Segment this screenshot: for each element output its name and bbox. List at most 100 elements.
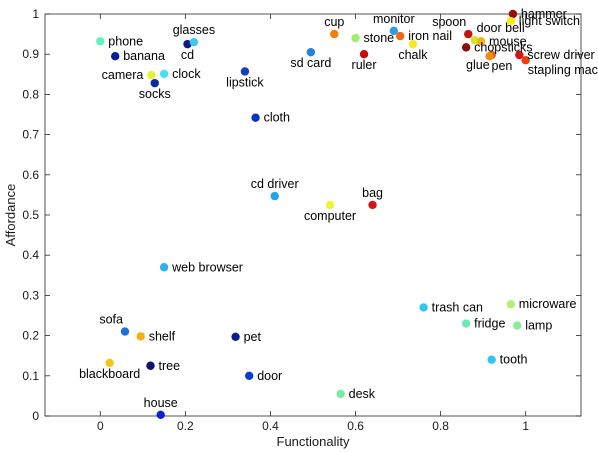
point-label-light-switch: light switch bbox=[519, 14, 580, 28]
point-label-tree: tree bbox=[158, 359, 180, 373]
x-tick-label: 0.2 bbox=[177, 419, 194, 433]
point-cd bbox=[183, 39, 192, 49]
point-sd-card bbox=[306, 47, 316, 57]
y-tick-label: 0.6 bbox=[22, 168, 39, 182]
point-label-iron-nail: iron nail bbox=[408, 29, 452, 43]
point-fridge bbox=[461, 319, 471, 328]
point-label-microware: microware bbox=[519, 297, 577, 311]
point-label-stone: stone bbox=[364, 31, 395, 45]
y-tick-label: 0 bbox=[32, 409, 39, 423]
point-monitor bbox=[389, 26, 399, 36]
point-glasses bbox=[189, 37, 199, 47]
point-label-cloth: cloth bbox=[264, 111, 290, 125]
point-pet bbox=[231, 332, 240, 342]
point-hammer bbox=[508, 9, 518, 19]
y-tick-label: 0.5 bbox=[22, 208, 39, 222]
point-label-clock: clock bbox=[172, 67, 201, 81]
point-house bbox=[156, 410, 165, 419]
axis-ticks bbox=[45, 13, 581, 417]
point-banana bbox=[110, 52, 120, 61]
point-pen bbox=[485, 52, 494, 61]
point-desk bbox=[336, 389, 345, 399]
point-label-ruler: ruler bbox=[352, 58, 377, 72]
point-blackboard bbox=[105, 358, 114, 368]
point-label-lipstick: lipstick bbox=[226, 75, 264, 89]
point-label-desk: desk bbox=[349, 387, 376, 401]
point-label-monitor: monitor bbox=[373, 12, 415, 26]
y-tick-label: 0.7 bbox=[22, 128, 39, 142]
y-tick-label: 0.4 bbox=[22, 248, 39, 262]
point-ruler bbox=[359, 50, 369, 59]
point-label-mouse: mouse bbox=[489, 34, 527, 48]
data-points bbox=[96, 9, 530, 419]
y-tick-label: 0.8 bbox=[22, 87, 39, 101]
point-label-house: house bbox=[144, 396, 178, 410]
x-tick-label: 0.4 bbox=[262, 419, 279, 433]
point-shelf bbox=[136, 332, 145, 341]
point-phone bbox=[96, 37, 105, 46]
point-iron-nail bbox=[396, 31, 405, 41]
point-stone bbox=[351, 33, 360, 43]
point-label-stapling-machine: stapling machine bbox=[528, 63, 598, 77]
point-cup bbox=[330, 29, 339, 39]
point-bag bbox=[368, 200, 377, 210]
point-microware bbox=[506, 300, 516, 309]
point-label-hammer: hammer bbox=[521, 7, 567, 21]
point-label-sd-card: sd card bbox=[290, 56, 331, 70]
y-tick-label: 1 bbox=[32, 7, 39, 21]
point-label-socks: socks bbox=[139, 87, 171, 101]
point-spoon bbox=[464, 29, 473, 39]
point-tooth bbox=[487, 355, 496, 364]
point-trash-can bbox=[419, 303, 428, 312]
point-chalk bbox=[408, 39, 418, 49]
point-label-sofa: sofa bbox=[99, 313, 123, 327]
point-label-pen: pen bbox=[492, 59, 513, 73]
point-label-cd-driver: cd driver bbox=[251, 177, 299, 191]
point-tree bbox=[146, 361, 155, 370]
point-label-banana: banana bbox=[123, 49, 165, 63]
point-light-switch bbox=[506, 17, 516, 26]
x-tick-label: 0 bbox=[97, 419, 104, 433]
point-label-chalk: chalk bbox=[398, 48, 428, 62]
point-sofa bbox=[120, 327, 130, 336]
point-cloth bbox=[251, 113, 260, 122]
point-label-door-bell: door bell bbox=[477, 21, 525, 35]
point-mouse bbox=[476, 37, 486, 46]
point-label-glasses: glasses bbox=[173, 23, 215, 37]
x-tick-label: 0.8 bbox=[432, 419, 449, 433]
point-door bbox=[244, 371, 254, 380]
point-label-camera: camera bbox=[102, 68, 144, 82]
point-label-fridge: fridge bbox=[474, 317, 505, 331]
y-tick-label: 0.3 bbox=[22, 288, 39, 302]
point-label-shelf: shelf bbox=[149, 329, 176, 343]
point-label-lamp: lamp bbox=[525, 319, 552, 333]
point-label-pet: pet bbox=[244, 330, 262, 344]
point-web-browser bbox=[159, 263, 169, 272]
x-axis-title: Functionality bbox=[277, 434, 350, 449]
point-label-door: door bbox=[257, 369, 282, 383]
point-lamp bbox=[512, 321, 522, 330]
point-label-cup: cup bbox=[324, 15, 344, 29]
point-clock bbox=[159, 69, 169, 79]
x-tick-label: 0.6 bbox=[347, 419, 364, 433]
point-label-chopsticks: chopsticks bbox=[474, 40, 532, 54]
point-label-blackboard: blackboard bbox=[79, 367, 140, 381]
point-socks bbox=[150, 78, 159, 88]
point-computer bbox=[325, 200, 335, 210]
point-label-spoon: spoon bbox=[432, 15, 466, 29]
point-label-glue: glue bbox=[466, 58, 490, 72]
point-label-screw-driver: screw driver bbox=[527, 48, 594, 62]
plot-area bbox=[44, 13, 582, 417]
point-lipstick bbox=[240, 67, 250, 76]
y-tick-label: 0.1 bbox=[22, 369, 39, 383]
point-label-web-browser: web browser bbox=[171, 260, 243, 274]
point-label-bag: bag bbox=[362, 186, 383, 200]
point-stapling-machine bbox=[521, 56, 530, 65]
y-tick-label: 0.2 bbox=[22, 329, 39, 343]
point-cd-driver bbox=[270, 191, 279, 201]
point-chopsticks bbox=[461, 43, 471, 52]
point-label-phone: phone bbox=[108, 34, 143, 48]
point-label-trash-can: trash can bbox=[432, 300, 483, 314]
